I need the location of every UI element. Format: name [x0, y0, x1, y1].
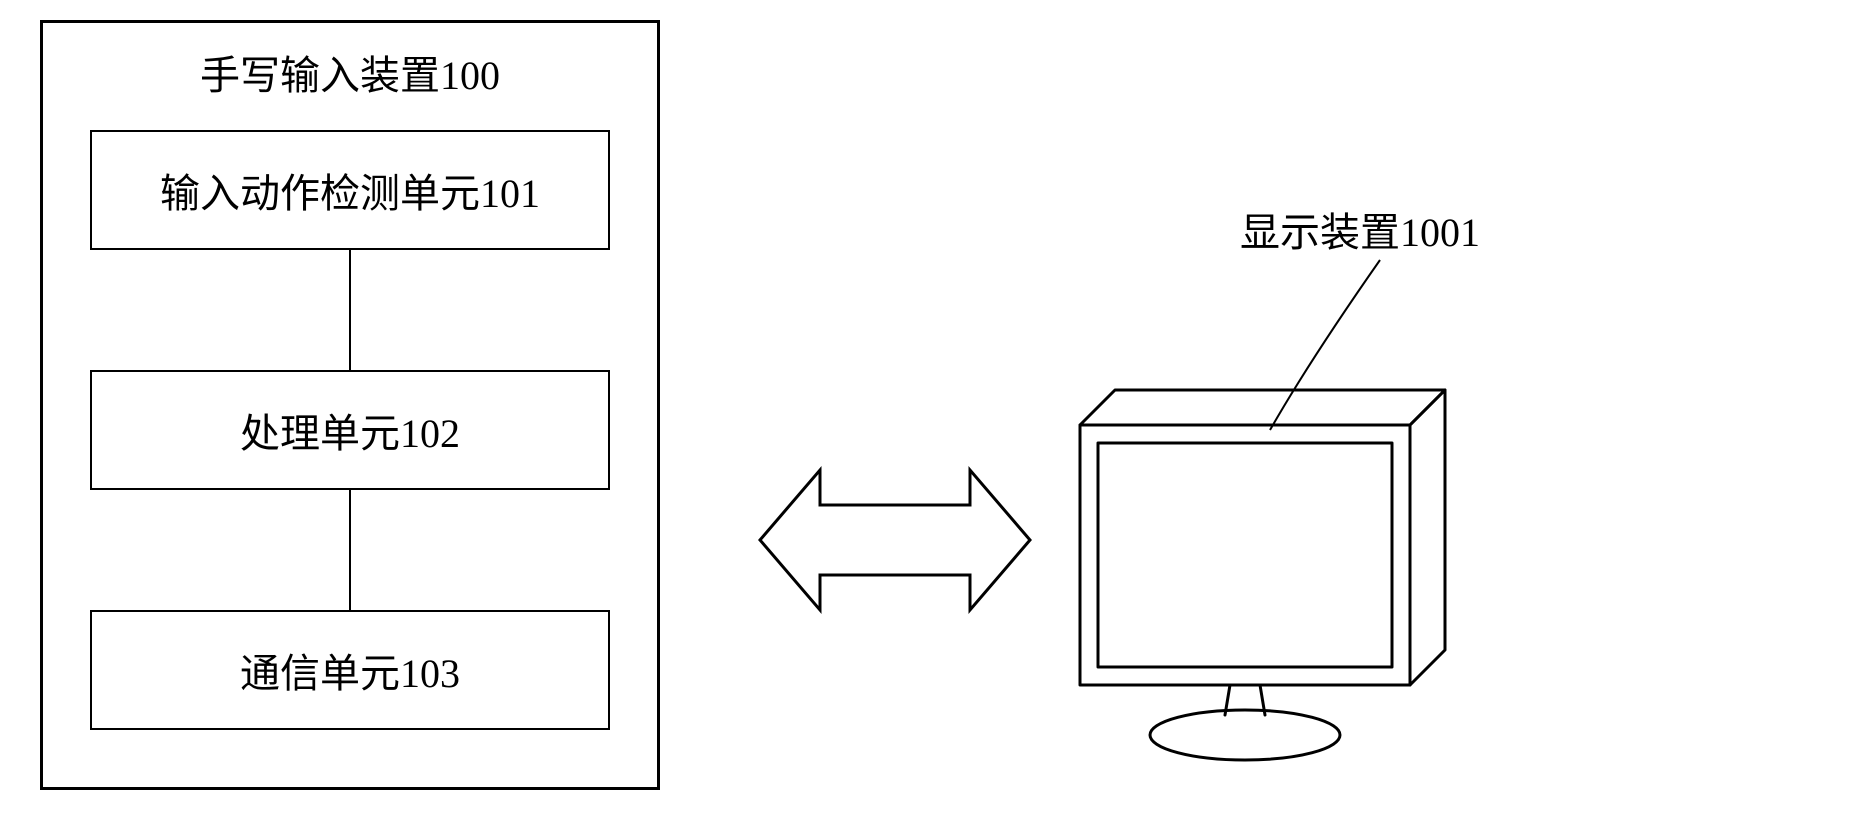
- display-leader-line: [1270, 260, 1380, 430]
- monitor-icon: [1080, 390, 1445, 760]
- double-arrow-icon: [760, 470, 1030, 610]
- diagram-canvas: 手写输入装置100 输入动作检测单元101 处理单元102 通信单元103 显示…: [0, 0, 1853, 815]
- svg-overlay: [0, 0, 1853, 815]
